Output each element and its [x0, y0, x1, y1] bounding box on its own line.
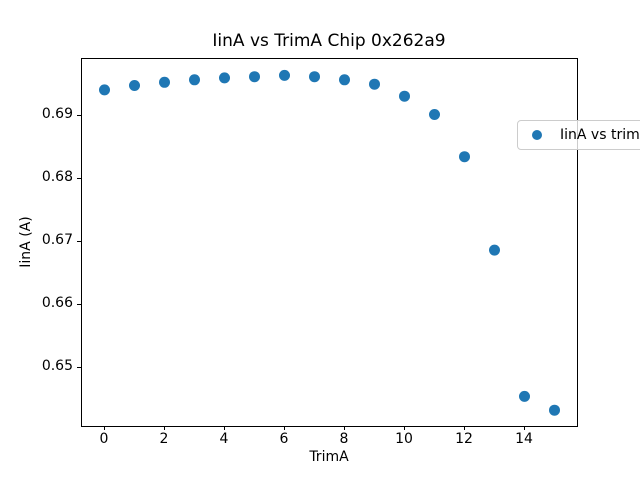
x-tick-mark — [524, 426, 525, 430]
x-tick-mark — [224, 426, 225, 430]
scatter-series — [99, 69, 560, 416]
x-tick-mark — [104, 426, 105, 430]
data-point — [159, 76, 170, 88]
data-point — [369, 78, 380, 90]
y-tick-mark — [77, 178, 81, 179]
y-tick-label: 0.68 — [41, 169, 73, 185]
x-tick-label: 4 — [219, 431, 229, 447]
plot-area: IinA vs trimA — [81, 58, 640, 427]
y-tick-label: 0.65 — [41, 358, 73, 374]
x-tick-label: 2 — [159, 431, 169, 447]
data-point — [429, 109, 440, 120]
y-axis-label: IinA (A) — [18, 216, 34, 268]
y-tick-mark — [77, 367, 81, 368]
data-point — [129, 80, 140, 91]
data-point — [399, 90, 410, 102]
x-tick-label: 6 — [279, 431, 289, 447]
y-tick-label: 0.69 — [41, 106, 73, 122]
x-tick-mark — [464, 426, 465, 430]
x-tick-label: 14 — [515, 431, 533, 447]
data-point — [549, 404, 560, 416]
data-point — [519, 390, 530, 402]
data-point — [219, 72, 230, 84]
legend-marker-icon — [532, 130, 542, 140]
legend-label: IinA vs trimA — [560, 127, 640, 143]
x-tick-label: 12 — [455, 431, 473, 447]
data-point — [339, 74, 350, 86]
x-tick-mark — [164, 426, 165, 430]
chart-title: IinA vs TrimA Chip 0x262a9 — [212, 31, 446, 51]
x-tick-mark — [404, 426, 405, 430]
x-tick-mark — [344, 426, 345, 430]
x-tick-mark — [284, 426, 285, 430]
x-tick-label: 0 — [99, 431, 109, 447]
data-point — [279, 69, 290, 81]
data-point — [489, 244, 500, 256]
data-point — [249, 71, 260, 83]
data-point — [459, 151, 470, 163]
y-tick-mark — [77, 304, 81, 305]
y-tick-mark — [77, 241, 81, 242]
y-tick-mark — [77, 115, 81, 116]
y-tick-label: 0.66 — [41, 295, 73, 311]
x-tick-label: 8 — [339, 431, 349, 447]
x-tick-label: 10 — [395, 431, 413, 447]
data-point — [99, 84, 110, 96]
x-axis-label: TrimA — [309, 449, 349, 465]
data-point — [309, 71, 320, 83]
y-tick-label: 0.67 — [41, 232, 73, 248]
legend: IinA vs trimA — [517, 120, 640, 150]
data-point — [189, 74, 200, 86]
